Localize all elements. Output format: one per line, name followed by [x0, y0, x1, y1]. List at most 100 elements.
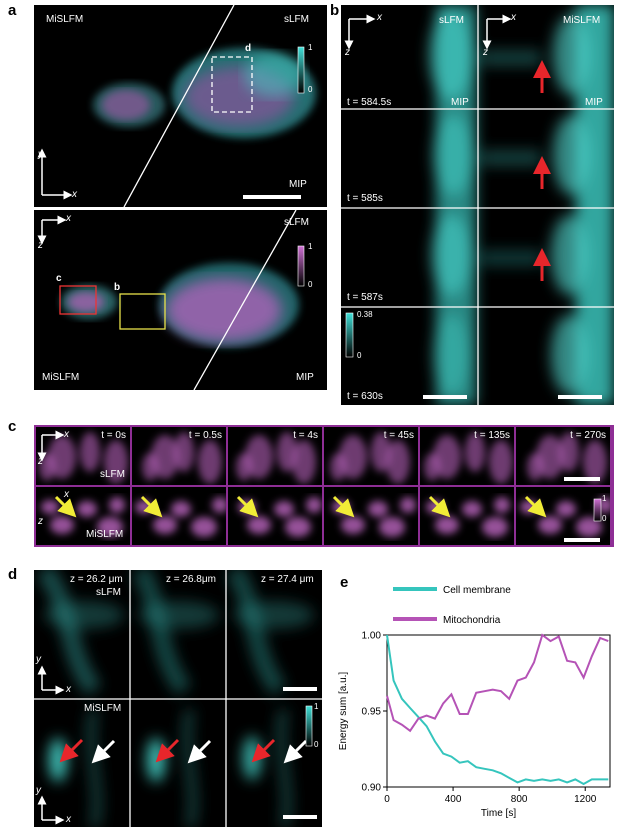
signal-blob: [97, 517, 123, 537]
signal-blob: [48, 435, 76, 479]
colorbar-max: 0.38: [357, 310, 373, 319]
panel-d-grid: z = 26.2 μm z = 26.8μm z = 27.4 μm sLFM …: [34, 570, 322, 827]
panel-label-c: c: [8, 418, 17, 435]
legend-label: Mitochondria: [443, 615, 501, 626]
panel-label-e: e: [340, 574, 349, 591]
axis-label-y: y: [36, 785, 41, 796]
z-depth-label: z = 27.4 μm: [261, 574, 314, 585]
signal-blob: [77, 501, 97, 517]
colorbar-min: 0: [308, 280, 313, 289]
signal-blob: [556, 501, 576, 517]
row-label-mislfm: MiSLFM: [84, 703, 122, 714]
axis-label-x: x: [64, 489, 69, 500]
signal-blob: [538, 516, 562, 534]
signal-blob: [80, 432, 100, 472]
signal-blob: [339, 435, 367, 479]
roi-label-c: c: [56, 273, 62, 284]
row-label-mislfm: MiSLFM: [86, 529, 124, 540]
signal-blob: [559, 432, 579, 472]
axis-label-z: z: [483, 47, 488, 58]
colorbar-max: 1: [308, 43, 313, 52]
timelapse-frame: t = 0s: [36, 427, 130, 485]
time-label: t = 0.5s: [188, 430, 222, 441]
label-mip: MIP: [289, 179, 307, 190]
signal-blob: [435, 516, 459, 534]
signal-blob: [330, 453, 346, 481]
colorbar-min: 0: [308, 85, 313, 94]
timelapse-frame: [324, 487, 418, 545]
yellow-arrow-icon: [428, 495, 451, 518]
signal-blob: [465, 432, 485, 472]
signal-blob: [171, 501, 191, 517]
label-slfm: sLFM: [284, 217, 309, 228]
x-tick-label: 0: [384, 794, 390, 805]
timelapse-frame: [132, 487, 226, 545]
time-label: t = 4s: [293, 430, 318, 441]
axis-label-z: z: [38, 516, 43, 527]
panel-c-row-slfm: t = 0s t = 0.5s t = 4s t = 45s t = 135s t = 2…: [34, 425, 614, 487]
y-tick-label: 0.90: [362, 783, 382, 794]
signal-blob: [536, 435, 564, 479]
yellow-arrow-icon: [140, 495, 163, 518]
panel-b-grid: sLFM MiSLFM MIP MIP x z x z t = 584.5s t…: [341, 5, 614, 405]
axis-label-y: y: [36, 654, 41, 665]
signal-blob: [151, 435, 179, 479]
signal-blob: [41, 500, 59, 514]
y-tick-label: 1.00: [362, 631, 382, 642]
timelapse-frame: t = 45s: [324, 427, 418, 485]
signal-blob: [489, 440, 513, 484]
panel-c-row-mislfm: [34, 485, 614, 547]
z-depth-label: z = 26.2 μm: [70, 574, 123, 585]
signal-blob: [212, 497, 226, 513]
series-line-cell-membrane: [386, 634, 609, 786]
scale-bar: [564, 477, 600, 481]
time-label: t = 135s: [474, 430, 510, 441]
x-tick-label: 400: [445, 794, 462, 805]
axis-label-x: x: [72, 189, 77, 200]
signal-blob: [306, 497, 322, 513]
timelapse-frame: [420, 487, 514, 545]
label-slfm: sLFM: [284, 14, 309, 25]
colorbar-max: 1: [308, 242, 313, 251]
signal-blob: [274, 501, 294, 517]
signal-blob: [386, 440, 410, 484]
x-tick-label: 800: [511, 794, 528, 805]
axis-label-x: x: [511, 12, 516, 23]
roi-label-d: d: [245, 43, 252, 54]
signal-blob: [191, 517, 217, 537]
row-label-slfm: sLFM: [96, 587, 121, 598]
axis-label-x: x: [66, 213, 71, 224]
axis-label-z: z: [38, 456, 43, 467]
time-label: t = 45s: [383, 430, 414, 441]
yellow-arrow-icon: [524, 495, 547, 518]
y-axis-title: Energy sum [a.u.]: [338, 672, 349, 751]
label-mislfm: MiSLFM: [46, 14, 84, 25]
panel-label-a: a: [8, 2, 17, 19]
time-label: t = 587s: [347, 292, 383, 303]
panel-label-b: b: [330, 2, 340, 19]
time-label: t = 0s: [101, 430, 126, 441]
signal-blob: [527, 453, 543, 481]
signal-blob: [576, 517, 602, 537]
scale-bar: [564, 538, 600, 542]
signal-blob: [462, 501, 482, 517]
signal-blob: [50, 516, 74, 534]
yellow-arrow-icon: [332, 495, 355, 518]
panel-a-top-image: MiSLFM sLFM d 1 0 MIP y x: [34, 5, 327, 207]
y-tick-label: 0.95: [362, 707, 382, 718]
signal-blob: [142, 453, 158, 481]
signal-blob: [433, 435, 461, 479]
timelapse-frame: [516, 487, 610, 545]
label-mislfm: MiSLFM: [42, 372, 80, 383]
signal-blob: [109, 497, 125, 513]
column-label-slfm: sLFM: [439, 15, 464, 26]
timelapse-frame: t = 0.5s: [132, 427, 226, 485]
signal-blob: [245, 435, 273, 479]
signal-blob: [341, 516, 365, 534]
signal-blob: [104, 440, 128, 484]
energy-line-chart: 0 400 800 1200 0.90 0.95 1.00 Time [s] Energy su…: [338, 585, 611, 819]
axis-label-x: x: [64, 429, 69, 440]
row-label-slfm: sLFM: [100, 469, 125, 480]
legend-label: Cell membrane: [443, 585, 511, 596]
plot-frame: [386, 634, 611, 788]
